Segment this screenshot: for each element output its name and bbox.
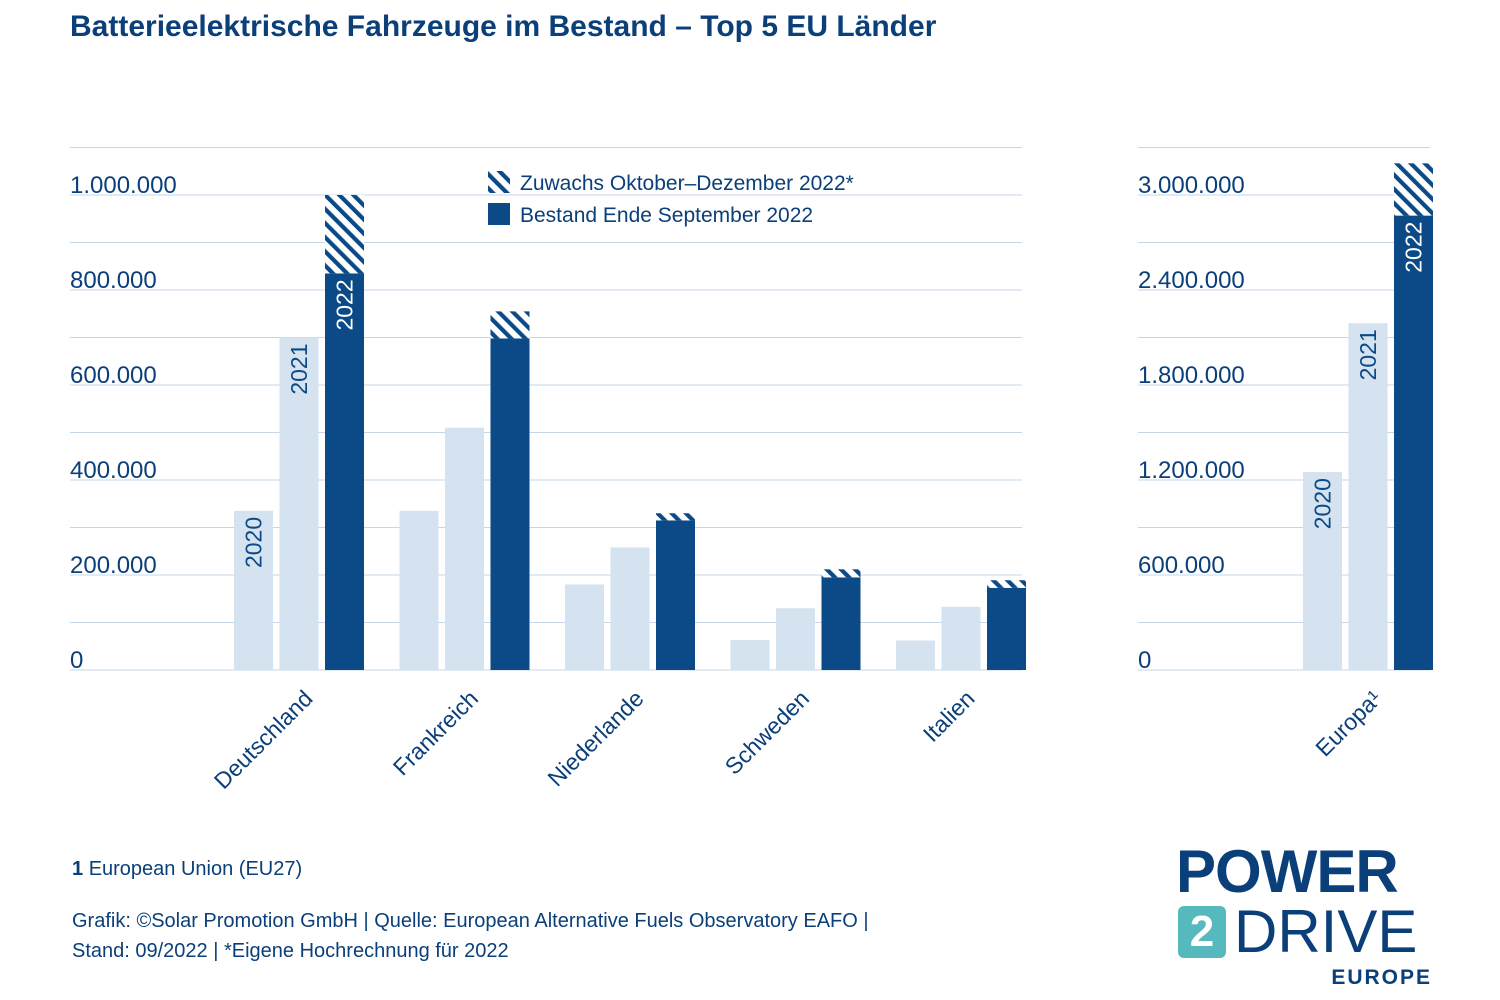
- y-tick-label: 600.000: [1138, 552, 1225, 579]
- bar-2022-zuwachs: [490, 311, 530, 339]
- bar-2022-bestand: [1394, 215, 1433, 671]
- logo-europe: EUROPE: [1331, 966, 1432, 989]
- bar-2020: [234, 510, 273, 670]
- year-label: 2020: [241, 517, 267, 568]
- y-tick-label: 3.000.000: [1138, 172, 1245, 199]
- bar-2022-zuwachs: [821, 569, 861, 578]
- year-label: 2020: [1310, 478, 1336, 529]
- y-tick-label: 400.000: [70, 457, 157, 484]
- bar-2022-bestand: [821, 577, 861, 670]
- power2drive-logo: POWER 2 DRIVE EUROPE: [1176, 842, 1436, 992]
- bar-2020: [399, 510, 439, 670]
- legend-label-bestand: Bestand Ende September 2022: [520, 204, 813, 227]
- bar-2021: [776, 608, 815, 670]
- bar-2022-bestand: [325, 273, 364, 670]
- y-tick-label: 600.000: [70, 362, 157, 389]
- bar-2021: [1348, 323, 1388, 670]
- y-tick-label: 0: [70, 647, 83, 674]
- bars: 2020 2021 2022 Deutschland Frankreich Niederl…: [209, 163, 1433, 794]
- bar-chart: 0 200.000 400.000 600.000 800.000 1.000.000 0…: [70, 147, 1433, 794]
- bar-2022-zuwachs: [987, 580, 1026, 588]
- footnote: 1 European Union (EU27): [72, 858, 302, 881]
- y-tick-label: 1.200.000: [1138, 457, 1245, 484]
- bar-2021: [941, 606, 981, 670]
- bar-2021: [445, 427, 484, 670]
- source-line-2: Stand: 09/2022 | *Eigene Hochrechnung fü…: [72, 940, 509, 962]
- category-label: Europa¹: [1310, 685, 1386, 761]
- source-note: Grafik: ©Solar Promotion GmbH | Quelle: …: [72, 906, 869, 966]
- category-label: Frankreich: [388, 685, 483, 780]
- legend-label-zuwachs: Zuwachs Oktober–Dezember 2022*: [520, 172, 854, 195]
- bar-2022-zuwachs: [325, 195, 364, 274]
- y-tick-label: 1.800.000: [1138, 362, 1245, 389]
- grid-left: 0 200.000 400.000 600.000 800.000 1.000.000: [70, 147, 1022, 674]
- category-label: Niederlande: [542, 685, 648, 791]
- bar-2021: [279, 337, 319, 670]
- logo-badge: 2: [1178, 906, 1226, 958]
- logo-power: POWER: [1176, 838, 1399, 905]
- year-label: 2021: [286, 344, 312, 395]
- legend-swatch-zuwachs: [488, 171, 510, 193]
- category-label: Schweden: [720, 685, 814, 779]
- y-tick-label: 800.000: [70, 267, 157, 294]
- bar-2020: [1303, 472, 1342, 670]
- y-tick-label: 1.000.000: [70, 172, 177, 199]
- bar-2022-bestand: [987, 587, 1026, 670]
- year-label: 2022: [1401, 222, 1427, 273]
- source-line-1: Grafik: ©Solar Promotion GmbH | Quelle: …: [72, 910, 869, 932]
- year-label: 2021: [1355, 329, 1381, 380]
- bar-2022-bestand: [490, 338, 530, 670]
- legend: Zuwachs Oktober–Dezember 2022* Bestand E…: [488, 171, 854, 227]
- chart-title: Batterieelektrische Fahrzeuge im Bestand…: [70, 10, 937, 43]
- bar-2020: [896, 640, 935, 670]
- logo-drive: DRIVE: [1234, 898, 1418, 965]
- bar-2022-zuwachs: [656, 513, 695, 521]
- category-label: Deutschland: [209, 685, 318, 794]
- footnote-marker: 1: [72, 858, 84, 880]
- y-tick-label: 200.000: [70, 552, 157, 579]
- grid-right: 0 600.000 1.200.000 1.800.000 2.400.000 3.000…: [1138, 147, 1430, 674]
- bar-2022-zuwachs: [1394, 163, 1433, 216]
- legend-swatch-bestand: [488, 203, 510, 225]
- year-label: 2022: [332, 279, 358, 330]
- bar-2020: [730, 640, 770, 670]
- bar-2021: [610, 547, 650, 670]
- y-tick-label: 0: [1138, 647, 1151, 674]
- footnote-text: European Union (EU27): [88, 858, 303, 880]
- bar-2022-bestand: [656, 520, 695, 670]
- bar-2020: [565, 584, 604, 670]
- category-label: Italien: [918, 685, 980, 747]
- y-tick-label: 2.400.000: [1138, 267, 1245, 294]
